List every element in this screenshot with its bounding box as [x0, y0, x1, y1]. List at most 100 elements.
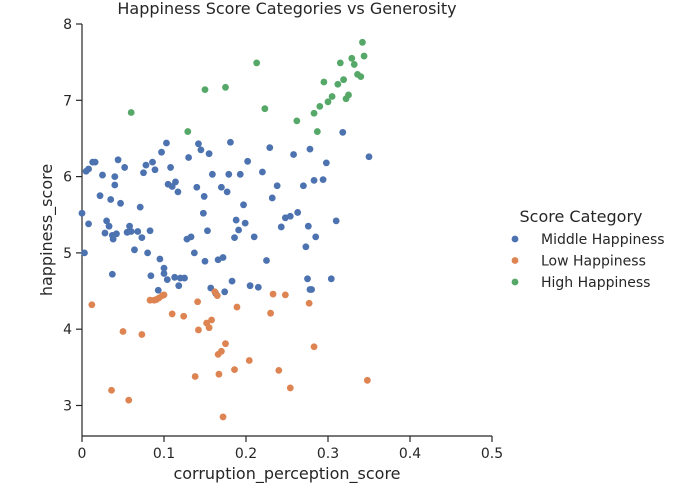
data-point — [300, 182, 307, 190]
data-point — [105, 222, 113, 230]
data-point — [250, 233, 258, 241]
data-point — [184, 128, 192, 135]
legend-marker — [511, 278, 519, 286]
data-point — [219, 254, 227, 261]
data-point — [245, 357, 253, 364]
data-point — [308, 286, 315, 293]
data-point — [339, 128, 347, 136]
data-point — [147, 272, 155, 280]
data-point — [205, 324, 213, 332]
data-point — [302, 243, 310, 251]
data-point — [191, 373, 199, 380]
data-point — [286, 384, 294, 392]
data-point — [167, 164, 174, 171]
data-point — [158, 148, 165, 156]
data-point — [99, 171, 106, 179]
data-point — [144, 249, 152, 257]
data-point — [154, 286, 162, 294]
data-point — [187, 233, 195, 241]
data-point — [160, 270, 168, 277]
data-point — [222, 340, 229, 348]
data-point — [163, 139, 170, 147]
data-point — [332, 217, 340, 225]
data-point — [316, 103, 324, 110]
data-point — [195, 326, 202, 334]
data-point — [96, 192, 104, 200]
data-point — [78, 209, 86, 217]
series-low-happiness — [88, 288, 371, 421]
data-point — [113, 230, 120, 238]
data-point — [266, 144, 274, 152]
data-point — [235, 226, 243, 234]
y-tick-label: 4 — [63, 322, 72, 338]
data-point — [111, 181, 119, 189]
x-tick-label: 0.5 — [481, 446, 503, 462]
data-point — [168, 310, 176, 318]
data-point — [205, 150, 213, 158]
data-point — [363, 376, 371, 384]
data-point — [228, 277, 236, 285]
data-point — [267, 309, 274, 317]
data-point — [223, 188, 231, 196]
x-tick-label: 0.4 — [399, 446, 421, 462]
data-point — [85, 165, 92, 173]
x-tick-label: 0.1 — [153, 446, 175, 462]
data-point — [199, 209, 207, 217]
data-point — [194, 298, 202, 306]
data-point — [359, 38, 366, 46]
data-point — [225, 170, 233, 178]
data-point — [227, 138, 234, 146]
data-point — [340, 76, 347, 84]
chart-title: Happiness Score Categories vs Generosity — [117, 0, 456, 18]
data-point — [293, 117, 301, 125]
data-point — [160, 291, 168, 299]
data-point — [232, 216, 240, 224]
data-point — [310, 177, 318, 184]
data-point — [195, 140, 202, 148]
data-point — [174, 188, 182, 196]
data-point — [236, 170, 244, 178]
data-point — [273, 182, 281, 190]
data-point — [215, 370, 223, 378]
data-point — [246, 282, 254, 290]
data-point — [261, 105, 269, 113]
legend-marker — [511, 257, 519, 264]
data-point — [175, 282, 183, 290]
data-point — [88, 301, 96, 309]
data-point — [328, 93, 336, 100]
legend-label: High Happiness — [541, 275, 650, 291]
data-point — [185, 154, 193, 161]
data-point — [310, 343, 318, 351]
data-point — [201, 257, 209, 265]
data-point — [327, 275, 335, 283]
data-point — [146, 227, 154, 235]
data-point — [111, 173, 119, 180]
data-point — [350, 61, 358, 68]
data-point — [204, 227, 211, 235]
data-point — [254, 283, 262, 291]
data-point — [275, 366, 283, 374]
data-point — [140, 169, 147, 177]
data-point — [357, 73, 365, 81]
data-point — [319, 176, 327, 184]
legend-item: High Happiness — [511, 275, 650, 291]
data-point — [134, 228, 142, 235]
data-point — [290, 151, 297, 158]
data-point — [222, 83, 229, 91]
data-point — [277, 223, 285, 231]
data-point — [117, 199, 124, 207]
data-point — [305, 299, 313, 307]
data-point — [101, 229, 109, 237]
data-point — [201, 86, 209, 94]
data-point — [233, 303, 241, 311]
legend-label: Low Happiness — [541, 254, 646, 270]
legend-items: Middle Happiness Low Happiness High Happin… — [511, 232, 665, 291]
y-ticks: 3 4 5 6 7 8 — [63, 17, 82, 414]
x-axis-label: corruption_perception_score — [173, 464, 400, 484]
x-tick-label: 0.3 — [317, 446, 339, 462]
data-point — [151, 166, 159, 174]
data-point — [231, 366, 238, 374]
data-point — [294, 209, 302, 216]
data-point — [218, 183, 225, 191]
data-point — [121, 164, 129, 171]
